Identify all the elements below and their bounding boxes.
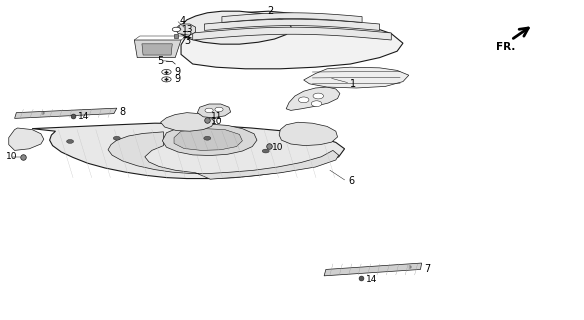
Text: 9: 9 xyxy=(174,67,180,77)
Text: 10: 10 xyxy=(211,117,223,126)
Polygon shape xyxy=(181,11,403,69)
Polygon shape xyxy=(161,113,215,131)
Circle shape xyxy=(215,107,223,112)
Circle shape xyxy=(262,149,269,153)
Polygon shape xyxy=(15,108,117,118)
Polygon shape xyxy=(32,123,345,179)
Polygon shape xyxy=(193,27,391,40)
Polygon shape xyxy=(304,67,409,88)
Circle shape xyxy=(313,93,324,99)
Text: 7: 7 xyxy=(424,264,430,275)
Circle shape xyxy=(298,97,309,103)
Polygon shape xyxy=(134,40,181,58)
Text: FR.: FR. xyxy=(496,42,516,52)
Polygon shape xyxy=(178,11,292,44)
Text: 9: 9 xyxy=(174,74,180,84)
Polygon shape xyxy=(197,104,231,118)
Polygon shape xyxy=(324,263,422,276)
Text: 5: 5 xyxy=(158,56,164,66)
Text: 4: 4 xyxy=(180,16,186,26)
Circle shape xyxy=(311,101,322,107)
Text: 2: 2 xyxy=(267,6,274,16)
Text: 1: 1 xyxy=(350,78,356,89)
Polygon shape xyxy=(162,124,257,156)
Text: 14: 14 xyxy=(366,275,377,284)
Polygon shape xyxy=(204,19,380,30)
Circle shape xyxy=(162,69,171,75)
Text: 12: 12 xyxy=(182,31,193,40)
Circle shape xyxy=(172,27,180,32)
Text: 8: 8 xyxy=(120,107,126,117)
Polygon shape xyxy=(286,87,340,110)
Text: 6: 6 xyxy=(348,176,354,186)
Text: 10: 10 xyxy=(6,152,18,161)
Polygon shape xyxy=(222,13,362,22)
Polygon shape xyxy=(142,44,172,55)
Polygon shape xyxy=(279,122,338,146)
Text: 10: 10 xyxy=(272,143,284,152)
Text: 3: 3 xyxy=(184,36,190,46)
Text: 11: 11 xyxy=(211,112,223,121)
Circle shape xyxy=(204,136,211,140)
Polygon shape xyxy=(108,132,339,179)
Text: 14: 14 xyxy=(78,112,89,121)
Polygon shape xyxy=(174,129,242,150)
Text: 13: 13 xyxy=(182,25,194,34)
Circle shape xyxy=(162,77,171,82)
Circle shape xyxy=(205,108,213,113)
Polygon shape xyxy=(175,24,196,35)
Circle shape xyxy=(67,140,74,143)
Polygon shape xyxy=(9,128,44,150)
Circle shape xyxy=(113,136,120,140)
